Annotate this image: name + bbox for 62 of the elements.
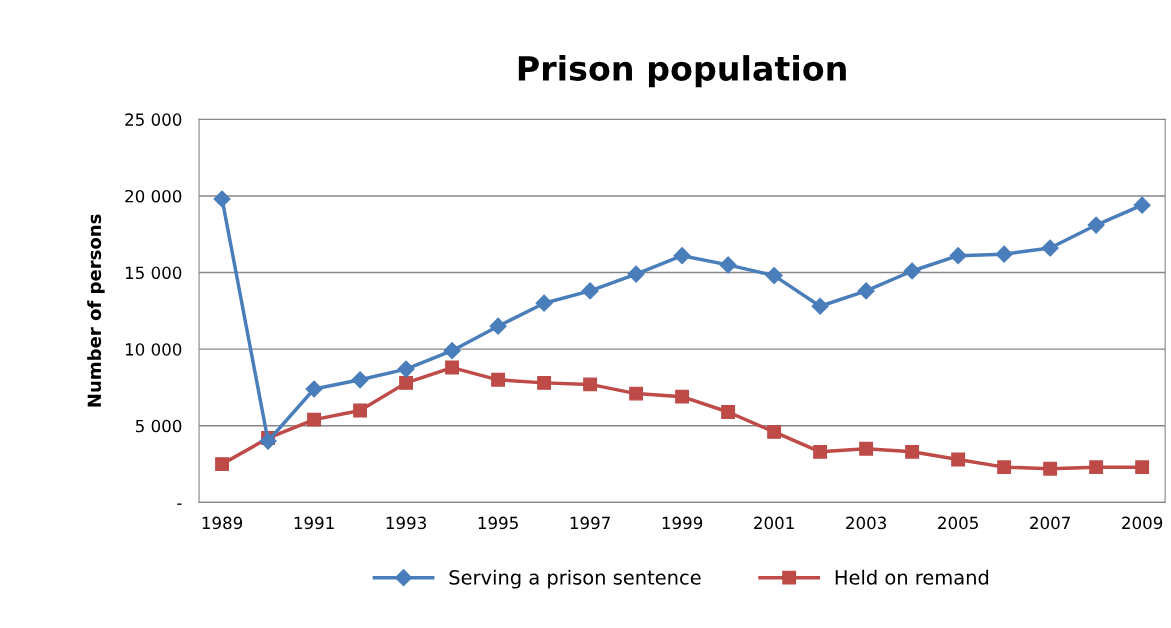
point xyxy=(719,256,737,274)
point xyxy=(629,386,644,401)
y-tick-label: 15 000 xyxy=(125,266,182,280)
x-tick-label: 2007 xyxy=(1030,516,1070,530)
point xyxy=(905,444,920,459)
point xyxy=(1089,460,1104,475)
point xyxy=(767,424,782,439)
legend-label: Held on remand xyxy=(835,569,989,585)
point xyxy=(399,375,414,390)
x-tick-label: 2005 xyxy=(938,516,978,530)
y-tick-label: 25 000 xyxy=(125,113,182,126)
point xyxy=(903,262,921,280)
x-tick-label: 1989 xyxy=(202,516,243,530)
point xyxy=(949,247,967,265)
point xyxy=(1087,216,1105,234)
point xyxy=(581,282,599,300)
point xyxy=(1043,461,1058,476)
point xyxy=(1135,460,1150,475)
point xyxy=(721,405,736,419)
point xyxy=(857,282,875,300)
legend-label: Serving a prison sentence xyxy=(449,569,701,589)
point xyxy=(675,389,690,404)
x-tick-label: 1995 xyxy=(478,516,518,530)
point xyxy=(397,360,415,378)
y-tick-label: 20 000 xyxy=(125,189,182,203)
x-tick-label: 1991 xyxy=(294,516,334,530)
point xyxy=(537,375,552,390)
y-tick-label: 5 000 xyxy=(135,419,182,433)
x-tick-label: 1999 xyxy=(662,516,703,530)
x-tick-label: 2003 xyxy=(846,516,886,530)
point xyxy=(351,371,369,389)
y-tick-label: - xyxy=(177,503,182,505)
point xyxy=(995,245,1013,263)
point xyxy=(1133,196,1151,214)
point xyxy=(997,460,1012,475)
point xyxy=(627,265,645,283)
point xyxy=(951,452,966,467)
x-tick-label: 2001 xyxy=(754,516,794,530)
point xyxy=(305,380,323,398)
point xyxy=(445,360,460,375)
x-tick-label: 1997 xyxy=(570,516,610,530)
point xyxy=(1041,239,1059,257)
point xyxy=(811,297,829,315)
point xyxy=(583,377,598,392)
chart-title: Prison population xyxy=(518,55,846,88)
point xyxy=(491,372,506,387)
point xyxy=(673,247,691,265)
x-tick-label: 2009 xyxy=(1122,516,1163,530)
point xyxy=(215,457,230,472)
point xyxy=(213,190,231,208)
point xyxy=(353,403,368,418)
point xyxy=(307,412,322,427)
point xyxy=(259,432,277,450)
point xyxy=(859,441,874,456)
point xyxy=(813,444,828,459)
point xyxy=(443,342,461,360)
y-tick-label: 10 000 xyxy=(125,343,182,356)
x-tick-label: 1993 xyxy=(386,516,426,530)
point xyxy=(489,317,507,335)
point xyxy=(535,294,553,312)
y-axis-title: Number of persons xyxy=(87,214,105,407)
point xyxy=(765,267,783,285)
